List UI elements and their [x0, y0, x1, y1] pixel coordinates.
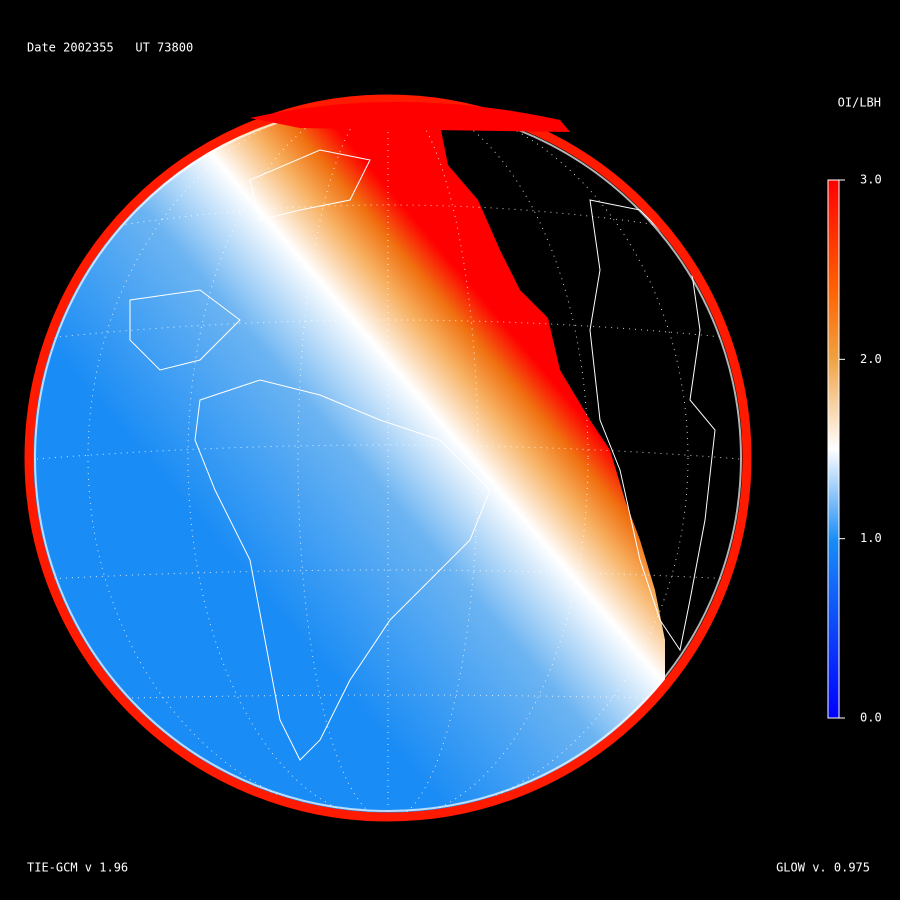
polar-cap	[250, 101, 570, 132]
title: Date 2002355 UT 73800	[27, 41, 193, 55]
colorbar-label: OI/LBH	[838, 96, 881, 110]
graticule	[26, 96, 750, 820]
tick-label: 2.0	[860, 352, 882, 366]
footer-right: GLOW v. 0.975	[776, 861, 870, 875]
nightside	[440, 96, 750, 705]
tick-label: 0.0	[860, 711, 882, 725]
tick-label: 1.0	[860, 531, 882, 545]
footer-left: TIE-GCM v 1.96	[27, 861, 128, 875]
coastlines	[129, 149, 716, 761]
limb	[24, 94, 752, 822]
colorbar	[827, 179, 840, 719]
tick-label: 3.0	[860, 173, 882, 187]
colorbar-ticks: 3.0 2.0 1.0 0.0	[839, 173, 882, 725]
